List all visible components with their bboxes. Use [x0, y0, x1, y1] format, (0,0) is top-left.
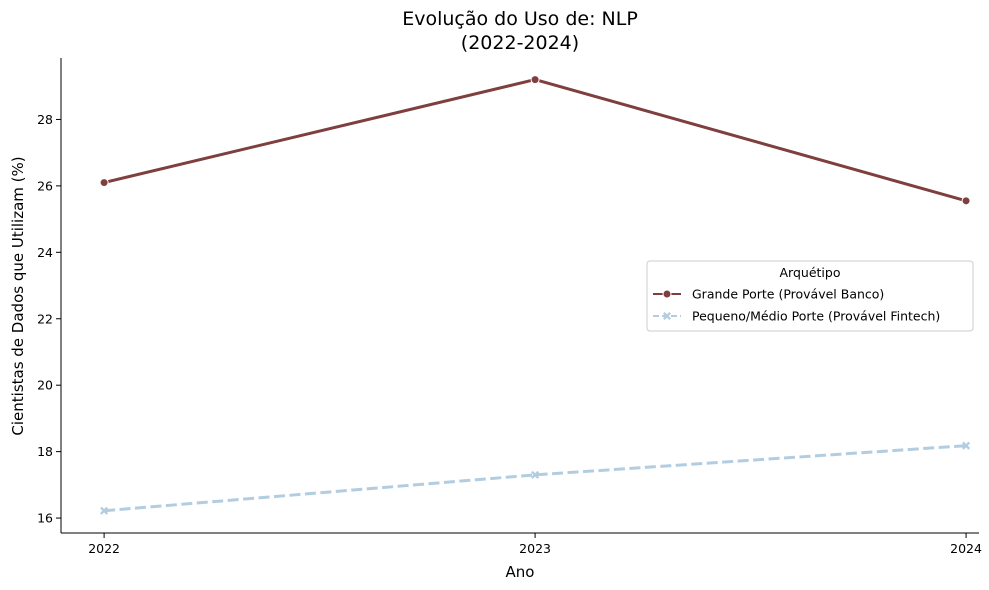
y-tick-label: 18	[37, 444, 53, 459]
series-2-point	[962, 441, 971, 450]
x-tick-label: 2023	[519, 541, 551, 556]
y-tick-label: 20	[37, 378, 53, 393]
x-tick-label: 2024	[950, 541, 982, 556]
series-line-1	[103, 78, 967, 203]
series-line-2	[103, 444, 967, 513]
y-tick-label: 22	[37, 311, 53, 326]
x-axis-label: Ano	[506, 563, 535, 581]
legend-marker-2	[662, 311, 672, 321]
series-1-point	[961, 196, 971, 206]
chart-title-line2: (2022-2024)	[461, 32, 579, 54]
y-axis-label: Cientistas de Dados que Utilizam (%)	[9, 156, 27, 435]
x-tick-label: 2022	[88, 541, 120, 556]
legend-label-1: Grande Porte (Provável Banco)	[692, 287, 884, 302]
y-tick-label: 26	[37, 178, 53, 193]
y-tick-label: 24	[37, 245, 53, 260]
series-1-point	[99, 178, 109, 188]
plot-area	[99, 75, 971, 515]
series-1-point	[530, 75, 540, 85]
legend-marker-1	[662, 289, 672, 299]
chart-title-line1: Evolução do Uso de: NLP	[402, 8, 638, 30]
y-tick-label: 16	[37, 511, 53, 526]
series-2-point	[100, 506, 109, 515]
series-2-point	[531, 470, 540, 479]
legend: Arquétipo Grande Porte (Provável Banco) P…	[646, 260, 974, 332]
legend-title: Arquétipo	[780, 265, 841, 280]
legend-frame	[646, 260, 974, 332]
y-tick-label: 28	[37, 112, 53, 127]
x-axis-ticks: 2022 2023 2024	[88, 533, 982, 556]
legend-label-2: Pequeno/Médio Porte (Provável Fintech)	[692, 309, 940, 324]
y-axis-ticks: 16 18 20 22 24 26 28	[37, 112, 61, 526]
